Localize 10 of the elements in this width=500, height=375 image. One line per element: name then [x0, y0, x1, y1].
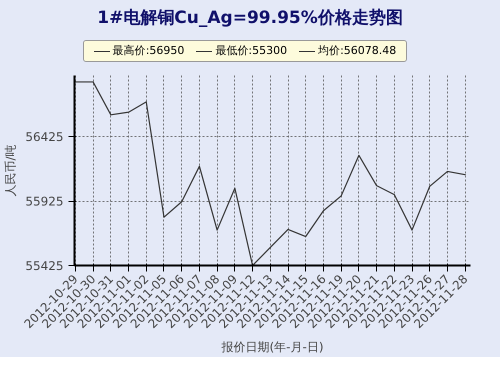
text: 最低价:55300 — [214, 44, 288, 58]
y-axis-title: 人民币/吨 — [3, 144, 18, 197]
y-tick-label: 56425 — [25, 130, 64, 144]
text: 均价:56078.48 — [317, 44, 396, 58]
line-series — [74, 81, 466, 266]
text: 最高价:56950 — [112, 44, 184, 58]
y-tick-label: 55925 — [25, 194, 64, 209]
x-axis-title: 报价日期(年-月-日) — [220, 340, 324, 354]
chart-title: 1#电解铜Cu_Ag=99.95%价格走势图 — [97, 7, 403, 30]
y-tick-label: 55425 — [25, 258, 64, 273]
